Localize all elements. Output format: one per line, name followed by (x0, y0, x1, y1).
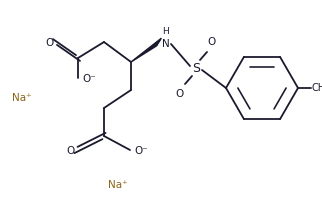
Text: O: O (176, 89, 184, 99)
Text: O: O (208, 37, 216, 47)
Text: N: N (162, 39, 170, 49)
Polygon shape (131, 38, 161, 62)
Text: CH₃: CH₃ (312, 83, 322, 93)
Text: H: H (163, 27, 169, 37)
Text: S: S (192, 61, 200, 74)
Text: O: O (46, 38, 54, 48)
Text: Na⁺: Na⁺ (108, 180, 128, 190)
Text: O⁻: O⁻ (82, 74, 96, 84)
Text: O⁻: O⁻ (134, 146, 148, 156)
Text: O: O (67, 146, 75, 156)
Text: Na⁺: Na⁺ (12, 93, 32, 103)
